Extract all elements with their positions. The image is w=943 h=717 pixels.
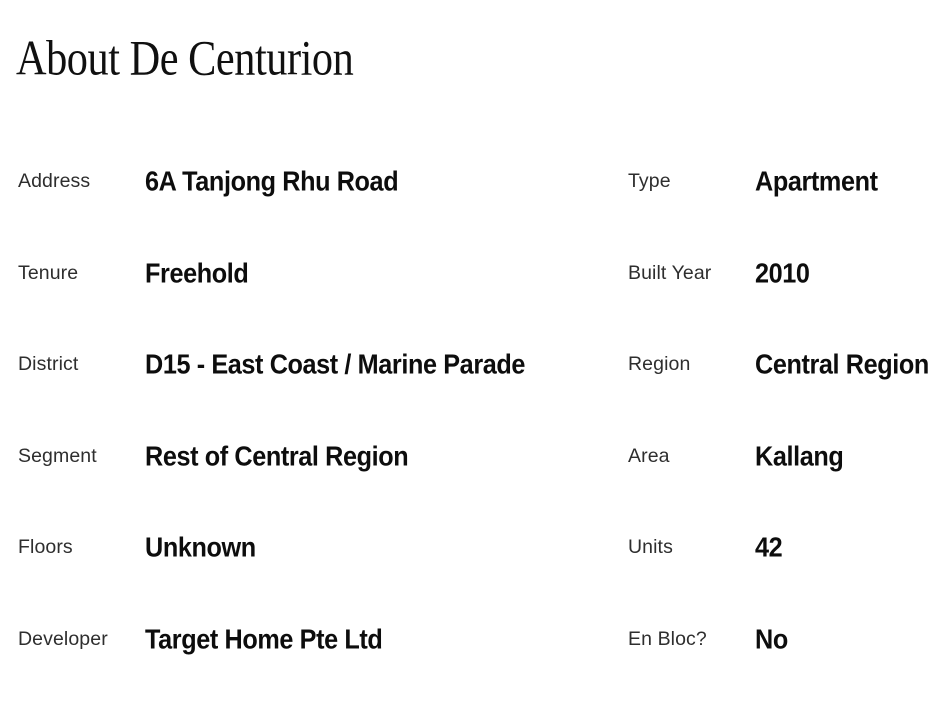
detail-value-region: Central Region [755,348,929,381]
detail-label-type: Type [628,170,671,193]
detail-value-floors: Unknown [145,531,256,564]
detail-value-type: Apartment [755,165,878,198]
detail-value-en-bloc: No [755,622,788,655]
detail-value-district: D15 - East Coast / Marine Parade [145,348,526,381]
detail-value-address: 6A Tanjong Rhu Road [145,165,399,198]
detail-label-segment: Segment [18,444,97,467]
detail-value-developer: Target Home Pte Ltd [145,622,383,655]
detail-label-developer: Developer [18,627,108,650]
detail-label-district: District [18,353,79,376]
detail-label-address: Address [18,170,91,193]
detail-value-units: 42 [755,531,783,564]
project-details-grid: Address 6A Tanjong Rhu Road Type Apartme… [0,136,943,685]
detail-value-area: Kallang [755,439,844,472]
detail-value-segment: Rest of Central Region [145,439,409,472]
detail-label-area: Area [628,444,670,467]
detail-value-tenure: Freehold [145,256,249,289]
detail-label-tenure: Tenure [18,261,79,284]
detail-label-built-year: Built Year [628,261,712,284]
detail-value-built-year: 2010 [755,256,810,289]
detail-label-en-bloc: En Bloc? [628,627,707,650]
detail-label-region: Region [628,353,691,376]
detail-label-floors: Floors [18,536,73,559]
page-title: About De Centurion [16,30,354,86]
detail-label-units: Units [628,536,673,559]
